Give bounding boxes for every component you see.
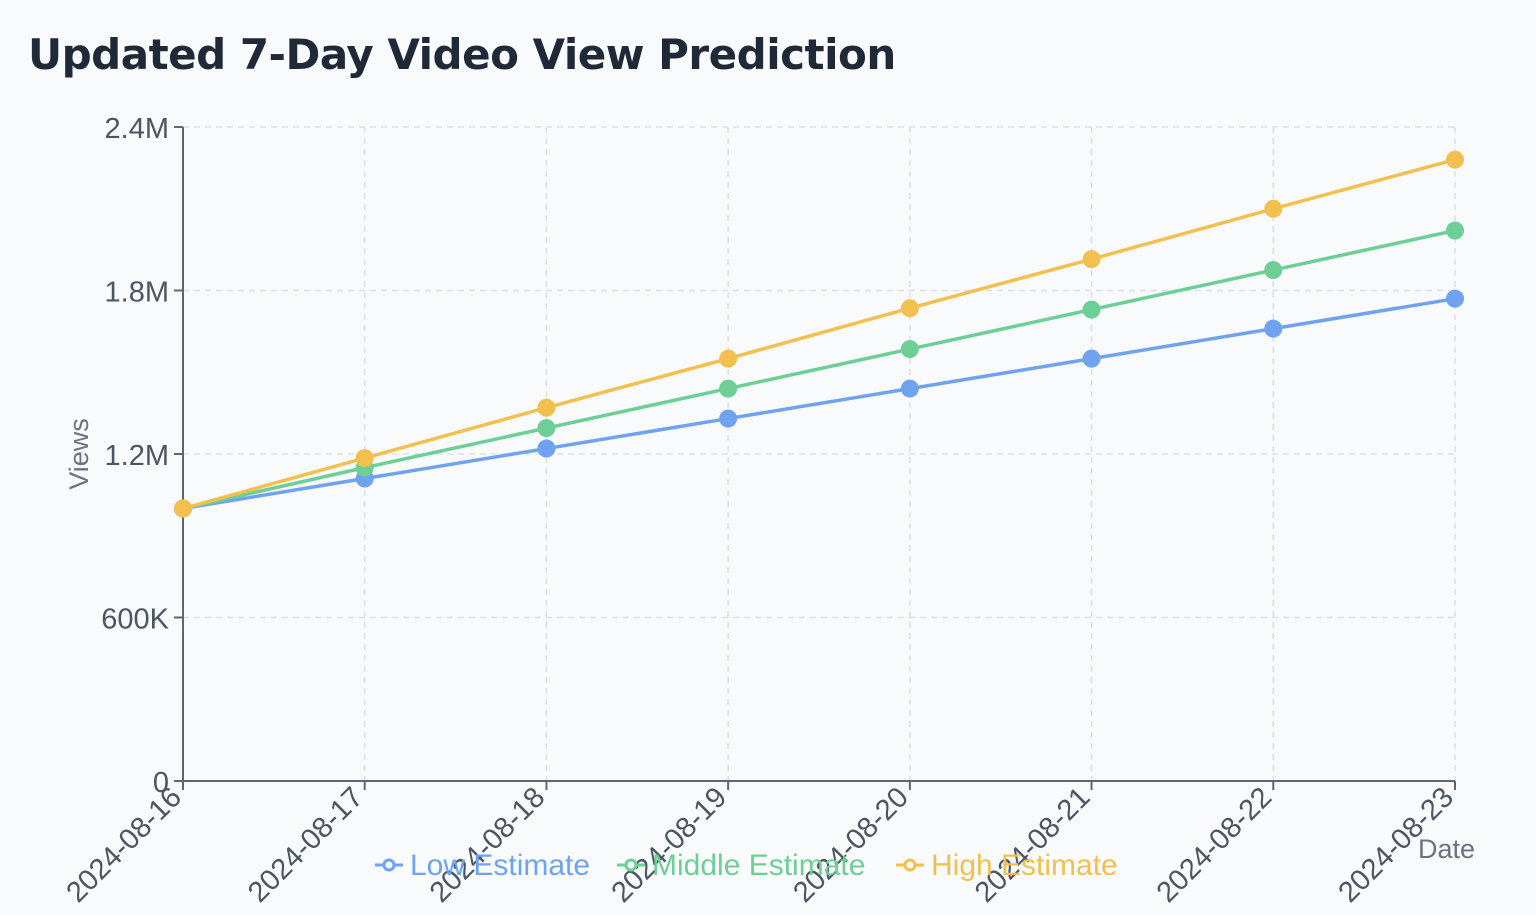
- chart-axes: [174, 126, 1456, 790]
- data-point-s0-5: [1082, 349, 1101, 368]
- x-tick-label: 2024-08-19: [606, 781, 734, 909]
- y-tick-label: 0: [153, 767, 169, 799]
- data-point-s1-5: [1082, 300, 1101, 319]
- x-tick-label: 2024-08-18: [424, 781, 552, 909]
- x-tick-label: 2024-08-20: [787, 781, 915, 909]
- data-point-s0-3: [719, 409, 738, 428]
- data-point-s2-5: [1082, 250, 1101, 269]
- series-group: [174, 150, 1464, 518]
- data-point-s2-4: [900, 299, 919, 318]
- legend-marker-0: [382, 858, 396, 872]
- data-point-s1-4: [900, 340, 919, 359]
- data-point-s1-3: [719, 379, 738, 398]
- data-point-s1-7: [1446, 221, 1464, 240]
- data-point-s2-3: [719, 349, 738, 368]
- x-axis-title: Date: [1418, 834, 1475, 864]
- data-point-s2-2: [537, 398, 556, 417]
- y-tick-label: 1.2M: [105, 440, 169, 472]
- legend-item-2[interactable]: High Estimate: [896, 849, 1118, 882]
- data-point-s2-0: [174, 499, 192, 518]
- legend-label-0: Low Estimate: [410, 849, 590, 882]
- data-point-s0-6: [1264, 319, 1283, 338]
- data-point-s2-1: [355, 449, 374, 468]
- data-point-s1-6: [1264, 261, 1283, 280]
- x-tick-label: 2024-08-17: [242, 781, 370, 909]
- chart-title: Updated 7-Day Video View Prediction: [28, 30, 896, 79]
- data-point-s0-4: [900, 379, 919, 398]
- data-point-s0-2: [537, 439, 556, 458]
- grid-lines: [183, 126, 1456, 781]
- y-tick-label: 2.4M: [105, 113, 169, 145]
- data-point-s0-7: [1446, 289, 1464, 308]
- legend[interactable]: Low Estimate Middle Estimate High Estimate: [375, 849, 1118, 882]
- legend-label-2: High Estimate: [931, 849, 1118, 882]
- axis-labels: 0 600K 1.2M 1.8M 2.4M 2024-08-16 2024-08-17 202…: [60, 113, 1475, 909]
- series-line-1: [182, 228, 1456, 511]
- x-tick-label: 2024-08-21: [969, 781, 1097, 909]
- x-tick-label: 2024-08-16: [60, 781, 188, 909]
- y-tick-label: 600K: [101, 604, 169, 636]
- data-point-s2-6: [1264, 199, 1283, 218]
- legend-marker-1: [624, 858, 638, 872]
- series-line-0: [182, 296, 1456, 511]
- legend-label-1: Middle Estimate: [652, 849, 865, 882]
- legend-marker-2: [903, 858, 917, 872]
- data-point-s2-7: [1446, 150, 1464, 169]
- x-tick-label: 2024-08-22: [1151, 781, 1279, 909]
- y-tick-label: 1.8M: [105, 277, 169, 309]
- legend-item-0[interactable]: Low Estimate: [375, 849, 590, 882]
- data-point-s1-2: [537, 419, 556, 438]
- series-line-2: [182, 158, 1456, 511]
- y-axis-title: Views: [64, 418, 94, 490]
- legend-item-1[interactable]: Middle Estimate: [617, 849, 865, 882]
